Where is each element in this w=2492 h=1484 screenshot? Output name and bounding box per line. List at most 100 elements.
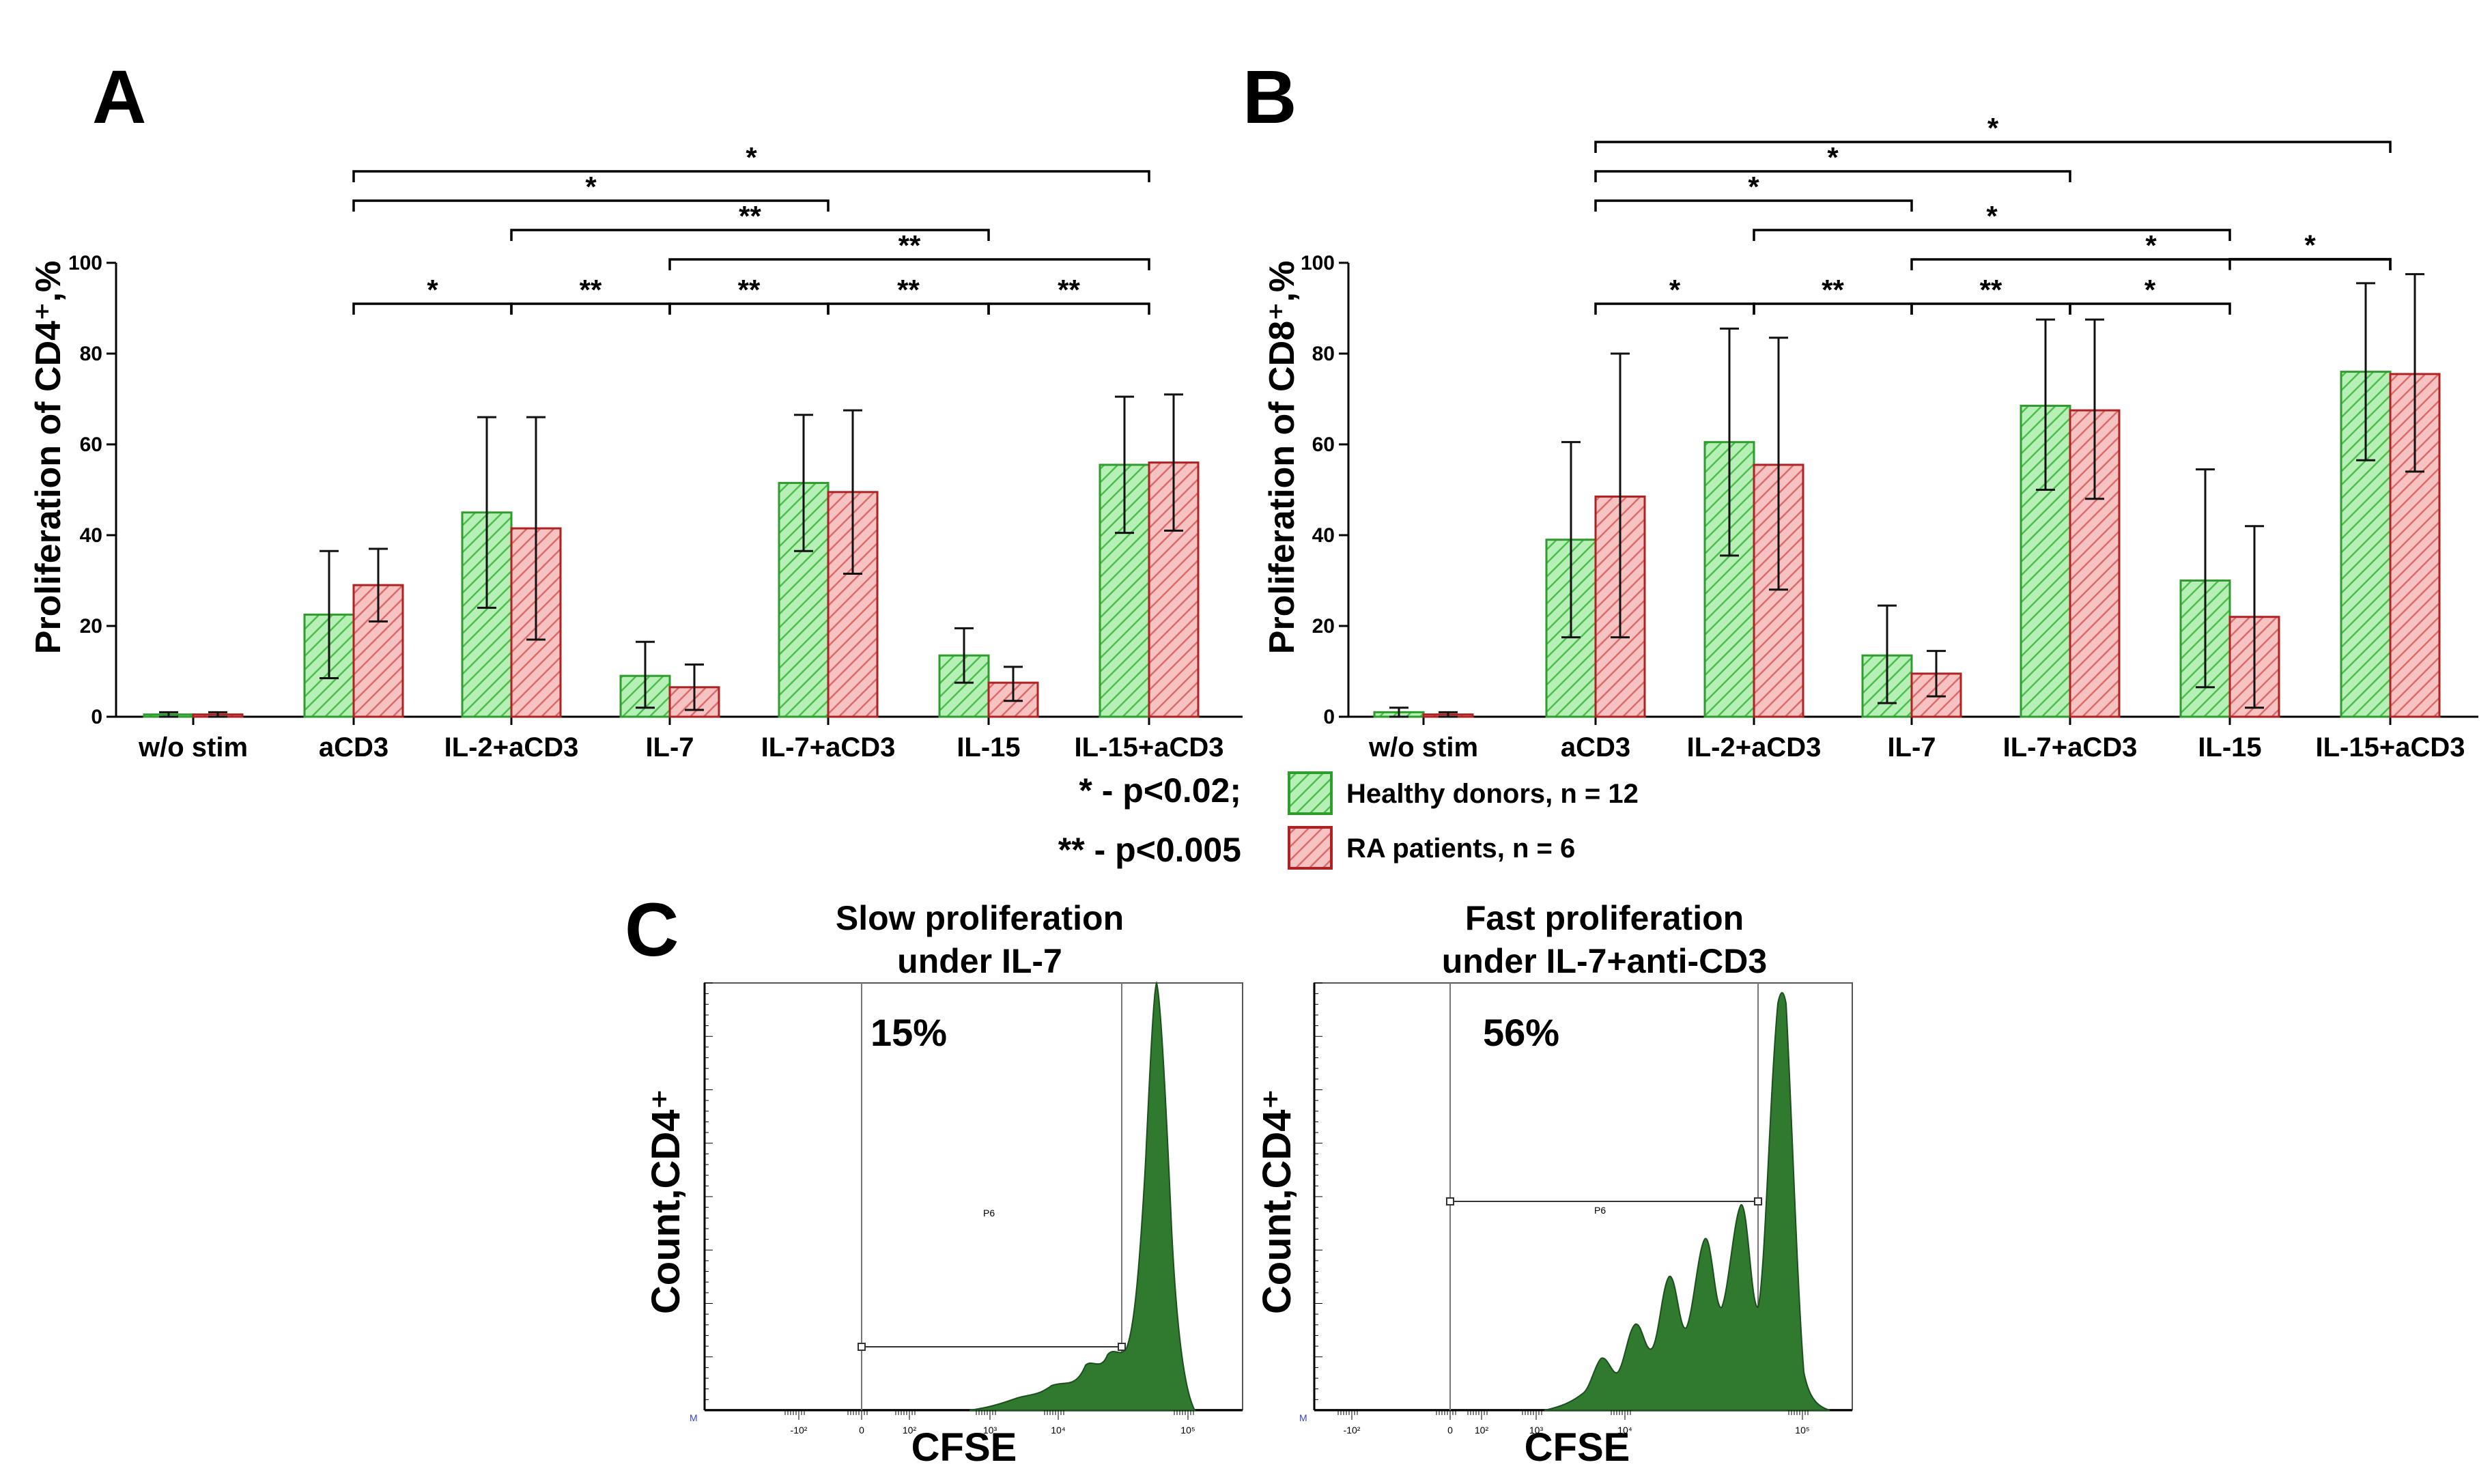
chart-b-ytick-label: 100	[1301, 252, 1335, 274]
chart-a-category-label: IL-2+aCD3	[444, 732, 579, 762]
chart-b-significance-bracket	[2069, 302, 2231, 315]
chart-a-significance-label: **	[897, 274, 920, 306]
chart-b-significance-bracket	[1594, 141, 2392, 153]
chart-b-bar-healthy	[2020, 404, 2071, 718]
chart-b-ytick-label: 60	[1312, 433, 1335, 456]
chart-a-ytick-label: 40	[80, 524, 102, 547]
histogram-slow-curve	[969, 980, 1196, 1411]
legend: Healthy donors, n = 12 RA patients, n = …	[1288, 771, 1639, 870]
histogram-xtick-label: 10²	[903, 1425, 917, 1436]
histogram-xtick-label: 10⁵	[1795, 1425, 1809, 1436]
histogram-xtick-label: 10²	[1475, 1425, 1489, 1436]
histogram-xtick-label: 10⁵	[1180, 1425, 1195, 1436]
histogram-slow-title-line1: Slow proliferation	[836, 899, 1124, 937]
histogram-slow-gate-handle-left	[858, 1343, 866, 1351]
chart-a-ytick-label: 80	[80, 343, 102, 365]
chart-b-category-label: aCD3	[1561, 732, 1630, 762]
chart-a-category-label: IL-15+aCD3	[1075, 732, 1224, 762]
histogram-slow: Slow proliferation under IL-7 P6 15% Cou…	[644, 899, 1243, 1470]
legend-swatch-healthy	[1288, 771, 1333, 815]
histogram-slow-percent: 15%	[870, 1011, 947, 1054]
histogram-fast-ylabel: Count,CD4⁺	[1255, 1089, 1299, 1314]
chart-b-significance-label: *	[2144, 274, 2156, 306]
histogram-slow-gate-handle-right	[1118, 1343, 1126, 1351]
histogram-xtick-label: 0	[1447, 1425, 1453, 1436]
chart-a-ytick-label: 60	[80, 433, 102, 456]
legend-label-ra: RA patients, n = 6	[1346, 833, 1575, 864]
histogram-fast-title-line2: under IL-7+anti-CD3	[1442, 942, 1767, 980]
histogram-fast-percent: 56%	[1483, 1011, 1559, 1054]
histogram-slow-title-line2: under IL-7	[897, 942, 1062, 980]
histogram-fast-corner-mark: M	[1299, 1412, 1307, 1423]
histogram-slow-ylabel: Count,CD4⁺	[644, 1089, 688, 1314]
histogram-slow-gate-label: P6	[983, 1208, 995, 1218]
histogram-slow-xlabel: CFSE	[911, 1425, 1017, 1470]
histogram-fast: Fast proliferation under IL-7+anti-CD3 P…	[1255, 899, 1853, 1470]
chart-a-significance-bracket	[987, 302, 1150, 315]
chart-b-category-label: IL-7	[1887, 732, 1936, 762]
chart-b-significance-label: *	[1669, 274, 1681, 306]
chart-a-ylabel: Proliferation of CD4⁺,%	[29, 261, 68, 654]
significance-note-2: ** - p<0.005	[1058, 831, 1241, 869]
chart-a-significance-label: *	[585, 171, 597, 203]
chart-a-significance-label: **	[1058, 274, 1080, 306]
histogram-fast-xlabel: CFSE	[1525, 1425, 1630, 1470]
chart-a-significance-label: **	[739, 200, 761, 232]
chart-a-ytick-label: 0	[91, 706, 102, 728]
chart-a-significance-bracket	[668, 258, 1150, 270]
histogram-xtick-label: 10⁴	[1617, 1425, 1632, 1436]
histogram-xtick-label: 10⁴	[1051, 1425, 1066, 1436]
histogram-xtick-label: 10³	[1529, 1425, 1544, 1436]
chart-a-significance-label: *	[746, 141, 757, 173]
chart-b-significance-label: **	[1822, 274, 1844, 306]
chart-a-category-label: IL-15	[957, 732, 1020, 762]
panel-letter-a: A	[92, 55, 146, 139]
chart-b-ytick-label: 40	[1312, 524, 1335, 547]
chart-a-significance-bracket	[352, 170, 1150, 182]
chart-b-ylabel: Proliferation of CD8⁺,%	[1262, 261, 1302, 654]
chart-b-ytick-label: 80	[1312, 343, 1335, 365]
histogram-xtick-label: -10²	[1344, 1425, 1361, 1436]
chart-b-significance-label: *	[2304, 229, 2316, 261]
chart-a-significance-bracket	[510, 229, 990, 241]
chart-a-category-label: IL-7+aCD3	[761, 732, 896, 762]
histogram-fast-xticks: -10² 0 10² 10³ 10⁴ 10⁵	[1337, 1410, 1810, 1436]
chart-b-category-label: IL-15+aCD3	[2316, 732, 2465, 762]
chart-b-significance-label: *	[1987, 112, 1999, 144]
chart-a-ytick-label: 20	[80, 615, 102, 638]
chart-b-significance-bracket	[1910, 258, 2392, 270]
chart-a-significance-label: **	[738, 274, 761, 306]
chart-b-significance-label: **	[1980, 274, 2002, 306]
chart-b-significance-label: *	[2145, 229, 2157, 261]
chart-a-significance-label: **	[580, 274, 602, 306]
chart-a-category-label: IL-7	[645, 732, 694, 762]
chart-a-ytick-label: 100	[68, 252, 102, 274]
histogram-fast-gate-label: P6	[1594, 1205, 1606, 1216]
chart-a-category-label: aCD3	[319, 732, 388, 762]
histogram-fast-yticks	[1314, 982, 1322, 1411]
histogram-xtick-label: 10³	[983, 1425, 997, 1436]
chart-a-category-label: w/o stim	[138, 732, 248, 762]
chart-b-category-label: w/o stim	[1368, 732, 1478, 762]
significance-note-1: * - p<0.02;	[1079, 771, 1241, 810]
histogram-slow-xticks: -10² 0 10² 10³ 10⁴ 10⁵	[784, 1410, 1195, 1436]
chart-a-significance-label: **	[898, 229, 921, 261]
chart-b-category-label: IL-15	[2198, 732, 2261, 762]
chart-b-significance-label: *	[1827, 141, 1839, 173]
chart-a-significance-bracket	[352, 199, 830, 212]
chart-b: Proliferation of CD8⁺,% 0 20 40 60 80 100 w/o …	[1262, 112, 2478, 762]
chart-b-significance-bracket	[1594, 199, 1913, 212]
chart-b-ytick-label: 0	[1323, 706, 1335, 728]
chart-a: Proliferation of CD4⁺,% 0 20 40 60 80 100 w/o …	[29, 141, 1243, 762]
chart-b-significance-label: *	[1748, 171, 1759, 203]
chart-b-significance-label: *	[1986, 200, 1998, 232]
legend-label-healthy: Healthy donors, n = 12	[1346, 779, 1639, 809]
chart-b-significance-bracket	[1753, 229, 2231, 241]
histogram-fast-curve	[1544, 992, 1830, 1411]
histogram-slow-yticks	[705, 982, 713, 1411]
chart-a-significance-label: *	[427, 274, 438, 306]
chart-b-category-label: IL-2+aCD3	[1687, 732, 1822, 762]
chart-b-ytick-label: 20	[1312, 615, 1335, 638]
histogram-fast-gate-handle-left	[1446, 1197, 1454, 1205]
